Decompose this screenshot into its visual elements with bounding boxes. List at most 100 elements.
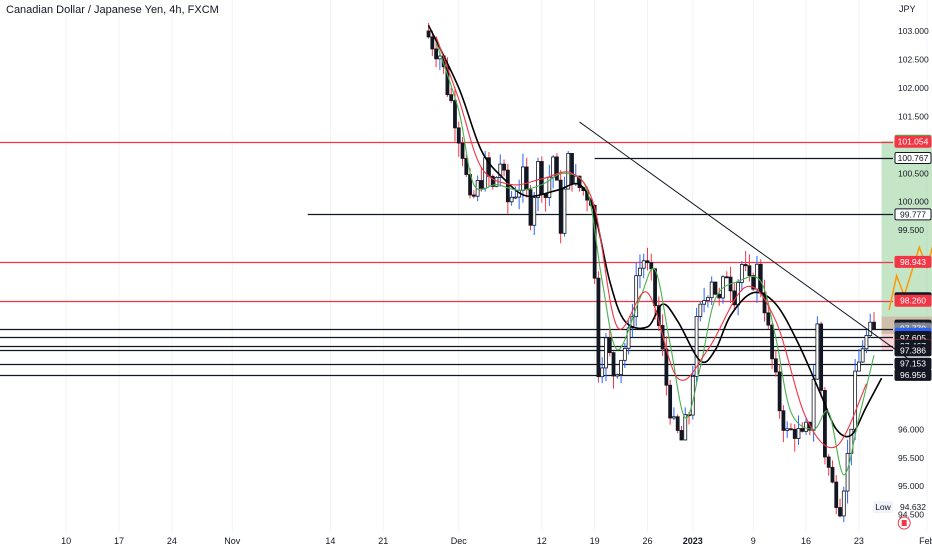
candles: [426, 23, 876, 523]
projection-path[interactable]: [888, 156, 932, 310]
candle-body: [698, 303, 703, 317]
grid: [65, 0, 928, 532]
candle-body: [464, 158, 469, 175]
moving-average-1: [427, 24, 883, 438]
price-label-box: [894, 255, 932, 268]
candle-body: [502, 163, 506, 171]
candle-body: [773, 358, 778, 373]
candle-body: [838, 507, 842, 517]
y-axis-currency: JPY: [899, 4, 916, 14]
candle-body: [792, 428, 797, 439]
x-tick-label: Nov: [224, 536, 241, 546]
x-tick-label: 21: [378, 536, 388, 546]
candle-body: [853, 370, 858, 430]
candle-body: [800, 428, 805, 432]
candle-body: [781, 410, 786, 431]
y-tick-label: 100.500: [898, 168, 929, 178]
x-tick-label: 9: [751, 536, 756, 546]
candle-body: [724, 276, 729, 279]
price-label-100.767: 100.767: [894, 152, 932, 165]
candle-body: [694, 316, 699, 377]
low-marker-tag: [873, 501, 893, 514]
candle-body: [819, 323, 824, 391]
x-tick-label: 16: [801, 536, 811, 546]
candle-body: [562, 188, 567, 234]
chart-title: Canadian Dollar / Japanese Yen, 4h, FXCM: [6, 4, 219, 16]
price-label-box: [894, 344, 932, 357]
candle-body: [762, 292, 767, 314]
candle-body: [743, 264, 748, 267]
candle-body: [706, 297, 710, 301]
candle-body: [672, 416, 676, 419]
y-tick-label: 103.000: [898, 26, 929, 36]
price-label-text: 101.054: [898, 137, 929, 147]
price-label-box: [894, 294, 932, 307]
candle-body: [789, 428, 793, 431]
low-marker-label: Low: [875, 502, 891, 512]
x-tick-label: 12: [537, 536, 547, 546]
candle-body: [709, 281, 714, 299]
y-tick-label: 96.000: [898, 424, 924, 434]
candle-body: [547, 176, 552, 198]
candle-body: [826, 456, 831, 468]
candle-body: [532, 197, 537, 226]
price-label-text: 97.386: [900, 345, 926, 355]
candle-body: [868, 321, 873, 336]
candle-body: [857, 361, 861, 372]
candle-body: [570, 153, 574, 185]
candle-body: [872, 321, 876, 330]
price-label-text: 98.943: [900, 257, 926, 267]
candle-body: [823, 390, 827, 458]
candle-body: [668, 384, 673, 419]
price-label-text: 97.153: [900, 359, 926, 369]
candle-body: [600, 367, 605, 378]
candle-body: [638, 267, 642, 277]
trendline[interactable]: [579, 121, 920, 368]
candle-body: [434, 48, 439, 60]
axes: JPY 103.000 102.500 102.000 101.500 100.500 10…: [61, 4, 932, 546]
candle-body: [683, 414, 688, 441]
candle-body: [634, 275, 639, 318]
price-label-97.153: 97.153: [894, 357, 932, 370]
candle-body: [649, 262, 654, 270]
candle-body: [577, 175, 582, 189]
candle-body: [607, 337, 612, 354]
moving-average-2: [435, 42, 875, 476]
candle-body: [426, 30, 431, 38]
x-tick-label: 10: [61, 536, 71, 546]
candle-body: [770, 324, 774, 360]
candle-body: [653, 268, 657, 307]
price-label-text: 98.260: [900, 296, 926, 306]
candle-body: [449, 94, 454, 101]
candle-body: [679, 430, 684, 441]
candle-body: [622, 347, 627, 361]
candle-body: [456, 127, 461, 144]
candle-body: [509, 196, 514, 203]
economic-event-flag: [901, 520, 907, 526]
horizontal-levels[interactable]: [0, 141, 893, 377]
price-label-box: [894, 152, 932, 165]
price-label-98.260: 98.260: [894, 294, 932, 307]
y-tick-label: 102.500: [898, 54, 929, 64]
drawings[interactable]: [579, 121, 932, 368]
candle-body: [430, 36, 435, 50]
x-tick-label: 2023: [683, 536, 703, 546]
candle-body: [702, 300, 707, 305]
moving-averages: [427, 24, 883, 476]
price-label-101.054: 101.054: [894, 135, 932, 148]
candle-body: [615, 374, 620, 377]
x-tick-label: 14: [325, 536, 335, 546]
moving-average-3: [435, 36, 867, 449]
candle-body: [758, 263, 763, 294]
candle-body: [611, 352, 616, 377]
x-tick-label: 26: [642, 536, 652, 546]
candle-body: [811, 378, 816, 431]
x-tick-label: 17: [114, 536, 124, 546]
y-tick-label: 95.500: [898, 453, 924, 463]
candle-body: [490, 175, 495, 187]
price-label-box: [894, 208, 932, 221]
price-label-98.943: 98.943: [894, 255, 932, 268]
x-tick-label: Dec: [451, 536, 468, 546]
candle-body: [596, 277, 601, 378]
